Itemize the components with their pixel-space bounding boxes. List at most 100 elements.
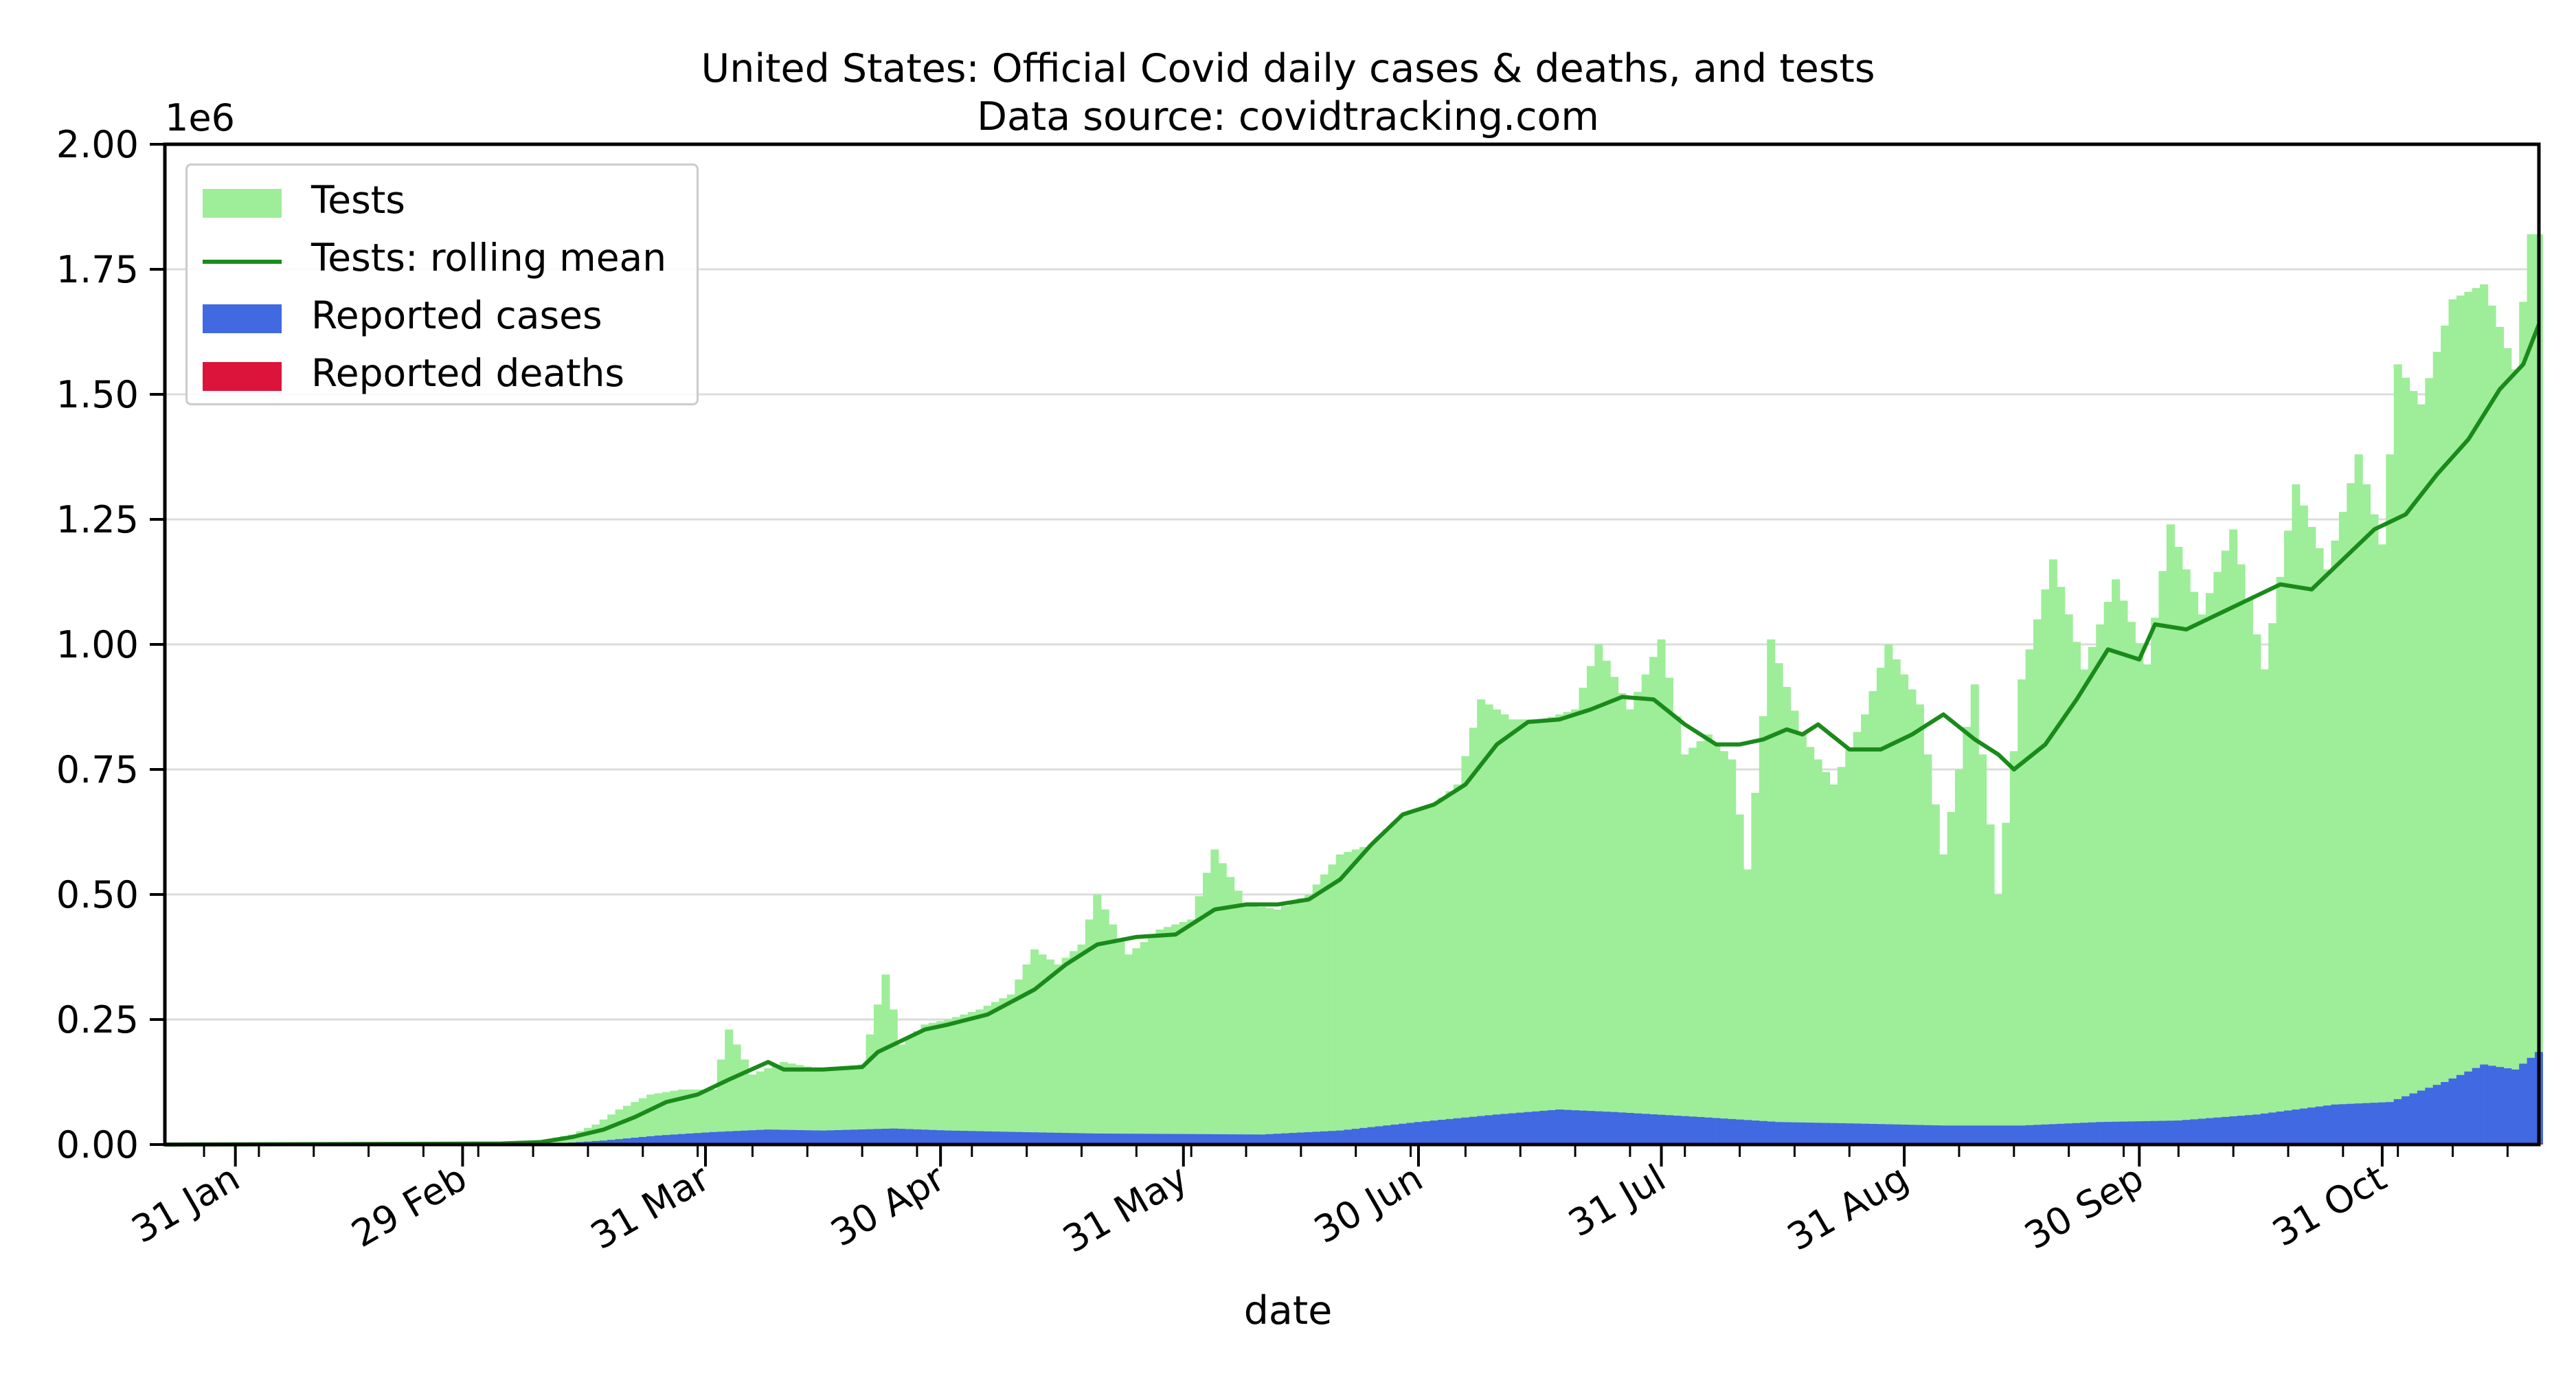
cases-bar (811, 1130, 820, 1145)
tests-bar (2409, 391, 2418, 1145)
cases-bar (2166, 1120, 2175, 1145)
tests-bar (2315, 548, 2324, 1145)
x-tick-label: 31 Oct (2266, 1156, 2394, 1255)
tests-bar (983, 1005, 992, 1145)
cases-bar (1054, 1132, 1063, 1145)
x-tick-label: 31 Mar (583, 1156, 717, 1258)
rolling-mean-line (164, 323, 2541, 1147)
tests-bar (866, 1034, 874, 1145)
cases-bar (1657, 1114, 1666, 1145)
tests-bar (607, 1114, 616, 1145)
cases-bar (1265, 1134, 1274, 1145)
cases-bar (819, 1130, 828, 1145)
cases-bar (1304, 1131, 1313, 1145)
tests-bar (622, 1105, 631, 1145)
cases-bar (1806, 1123, 1815, 1145)
cases-bar (2151, 1120, 2160, 1145)
cases-bar (1493, 1114, 1502, 1145)
tests-bar (1939, 854, 1948, 1145)
tests-bar (1594, 644, 1603, 1145)
legend-line-swatch (203, 260, 282, 264)
cases-bar (952, 1130, 961, 1145)
tests-bar (2393, 364, 2402, 1145)
cases-bar (1641, 1114, 1650, 1145)
cases-bar (2237, 1116, 2246, 1145)
cases-bar (2276, 1111, 2285, 1145)
tests-bar (2276, 576, 2285, 1145)
cases-bar (709, 1131, 718, 1145)
tests-bar (2299, 505, 2308, 1145)
cases-bar (2284, 1110, 2293, 1145)
cases-bar (2527, 1057, 2535, 1145)
tests-bar (2080, 669, 2089, 1145)
tests-bar (1367, 844, 1376, 1145)
cases-bar (1814, 1123, 1822, 1145)
tests-bar (1250, 905, 1258, 1145)
tests-bar (1688, 747, 1697, 1145)
tests-bar (1641, 674, 1650, 1145)
tests-bar (1022, 964, 1031, 1145)
cases-bar (2432, 1085, 2441, 1145)
tests-bar (1586, 666, 1595, 1145)
tests-bar (1673, 716, 1682, 1145)
cases-bar (1673, 1115, 1682, 1145)
tests-bar (897, 1044, 906, 1145)
cases-bar (677, 1134, 686, 1145)
cases-bar (686, 1133, 694, 1145)
cases-bar (1602, 1112, 1611, 1145)
tests-bar (1484, 704, 1493, 1145)
tests-bar (2064, 614, 2073, 1145)
tests-bar (771, 1065, 780, 1145)
cases-bar (638, 1136, 647, 1145)
cases-bar (1735, 1119, 1744, 1145)
tests-bar (1822, 772, 1831, 1145)
tests-bar (1054, 964, 1063, 1145)
tests-bar (2448, 299, 2457, 1145)
cases-bar (591, 1140, 600, 1145)
cases-bar (960, 1131, 969, 1145)
tests-bar (1100, 909, 1109, 1145)
tests-bar (1704, 734, 1713, 1145)
y-tick-label: 0.50 (56, 873, 139, 916)
tests-bar (1774, 663, 1783, 1145)
tests-bar (858, 1064, 867, 1145)
cases-bar (2135, 1121, 2144, 1145)
tests-bar (1524, 719, 1533, 1145)
tests-bar (1539, 719, 1548, 1145)
cases-bar (1351, 1129, 1360, 1145)
tests-bar (1634, 692, 1642, 1145)
tests-bar (1493, 709, 1502, 1145)
tests-bar (1195, 896, 1204, 1145)
tests-bar (1947, 811, 1956, 1145)
cases-bar (2244, 1115, 2253, 1145)
tests-bar (2088, 646, 2097, 1145)
tests-bar (2370, 514, 2379, 1145)
cases-bar (725, 1131, 734, 1145)
cases-bar (2417, 1090, 2426, 1145)
cases-bar (764, 1129, 773, 1145)
cases-bar (1563, 1110, 1572, 1145)
tests-bar (1140, 942, 1149, 1145)
tests-bar (1649, 657, 1658, 1145)
tests-bar (1289, 901, 1298, 1145)
tests-bar (677, 1089, 686, 1145)
cases-bar (2009, 1125, 2018, 1145)
cases-bar (1187, 1134, 1196, 1145)
tests-bar (873, 1004, 882, 1145)
cases-bar (1594, 1111, 1603, 1145)
cases-bar (1116, 1134, 1125, 1145)
tests-bar (2103, 602, 2112, 1145)
cases-bar (944, 1130, 953, 1145)
cases-bar (622, 1138, 631, 1145)
legend-item: Reported cases (188, 285, 697, 340)
cases-bar (1100, 1134, 1109, 1145)
cases-bar (2018, 1125, 2026, 1145)
cases-bar (2088, 1122, 2097, 1145)
tests-bar (1281, 905, 1290, 1145)
cases-bar (2174, 1120, 2183, 1145)
cases-bar (1484, 1115, 1493, 1145)
cases-bar (2292, 1110, 2301, 1145)
cases-bar (1061, 1133, 1070, 1145)
cases-bar (1539, 1110, 1548, 1145)
